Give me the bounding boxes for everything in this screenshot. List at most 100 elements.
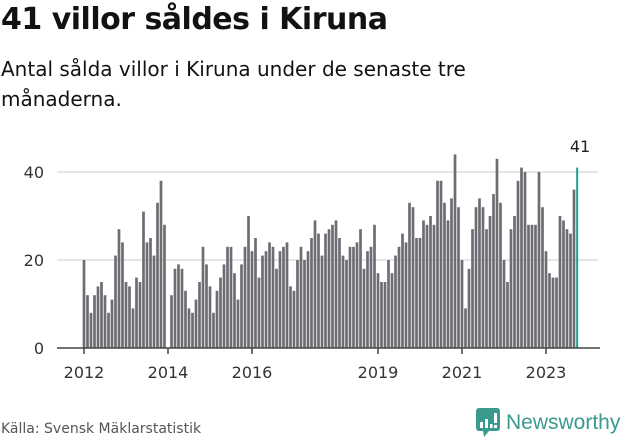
bar <box>565 229 569 348</box>
bar <box>191 312 194 348</box>
x-tick-label: 2019 <box>358 363 399 382</box>
bar <box>292 290 296 348</box>
bar <box>534 224 537 348</box>
bar <box>562 220 565 348</box>
bar <box>439 180 443 348</box>
bar <box>555 277 558 348</box>
bar-chart: 0 20 40 2012 2014 2016 2019 2021 2023 41 <box>0 130 631 390</box>
bar <box>233 273 236 348</box>
bar <box>264 251 268 348</box>
bar <box>331 224 334 348</box>
bar <box>142 211 145 348</box>
bar <box>401 233 404 348</box>
bar <box>366 251 369 348</box>
bars <box>82 154 579 348</box>
x-tick-label: 2014 <box>148 363 189 382</box>
bar <box>509 229 513 348</box>
bar <box>376 273 380 348</box>
bar <box>219 277 222 348</box>
bar <box>117 229 121 348</box>
bar <box>341 255 345 348</box>
source-label: Källa: Svensk Mäklarstatistik <box>1 421 202 437</box>
bar <box>327 229 331 348</box>
bar <box>471 229 474 348</box>
bar <box>404 242 408 348</box>
x-tick-label: 2012 <box>64 363 105 382</box>
bar <box>520 167 523 348</box>
highlight-annotation: 41 <box>570 137 590 156</box>
bar <box>194 299 198 348</box>
y-tick-label: 0 <box>34 339 44 358</box>
bar <box>156 202 159 348</box>
bar <box>408 202 411 348</box>
bar <box>506 282 509 348</box>
bar <box>306 251 310 348</box>
newsworthy-logo: Newsworthy <box>476 408 620 438</box>
bar <box>159 180 163 348</box>
bar <box>380 282 383 348</box>
bar <box>390 273 394 348</box>
bar <box>296 260 299 348</box>
bar <box>418 238 422 348</box>
bar <box>429 216 432 348</box>
bar <box>369 246 373 348</box>
x-tick-label: 2016 <box>232 363 273 382</box>
bar <box>352 246 355 348</box>
bar <box>180 268 184 348</box>
bar <box>138 282 142 348</box>
latest-value-label: 41 <box>570 137 590 156</box>
bar <box>362 268 366 348</box>
chart-canvas: 0 20 40 2012 2014 2016 2019 2021 2023 41 <box>24 137 600 382</box>
bar <box>257 277 261 348</box>
bar <box>530 224 534 348</box>
bar <box>96 286 100 348</box>
bar <box>289 286 292 348</box>
bar <box>240 264 243 348</box>
bar <box>177 264 180 348</box>
bar <box>355 242 359 348</box>
brand-name: Newsworthy <box>506 411 621 434</box>
bar <box>149 238 152 348</box>
bar <box>338 238 341 348</box>
bar <box>247 216 250 348</box>
bar <box>187 308 191 348</box>
bar <box>226 246 229 348</box>
bar <box>492 194 495 348</box>
bar <box>397 246 401 348</box>
bar <box>320 255 324 348</box>
bar <box>201 246 205 348</box>
bar <box>135 277 138 348</box>
highlight-bar <box>576 167 579 348</box>
bar <box>229 246 233 348</box>
x-tick-label: 2021 <box>442 363 483 382</box>
bar <box>303 260 306 348</box>
bar <box>464 308 467 348</box>
chart-subtitle: Antal sålda villor i Kiruna under de sen… <box>1 57 466 111</box>
bar <box>145 242 149 348</box>
bar <box>93 295 96 348</box>
bar <box>527 224 530 348</box>
bar <box>82 260 86 348</box>
bar <box>275 268 278 348</box>
bar <box>114 255 117 348</box>
bar <box>261 255 264 348</box>
bar <box>425 224 429 348</box>
bar <box>502 260 506 348</box>
bar <box>422 220 425 348</box>
bar <box>86 295 89 348</box>
bar <box>282 246 285 348</box>
bar <box>345 260 348 348</box>
bar <box>324 233 327 348</box>
bar <box>100 282 103 348</box>
bar <box>348 246 352 348</box>
bar <box>254 238 257 348</box>
bar <box>485 229 488 348</box>
y-tick-label: 40 <box>24 163 44 182</box>
bar <box>107 312 110 348</box>
bar <box>250 251 254 348</box>
bar <box>467 268 471 348</box>
bar <box>121 242 124 348</box>
bar <box>299 246 303 348</box>
bar <box>89 312 93 348</box>
bar <box>499 202 502 348</box>
